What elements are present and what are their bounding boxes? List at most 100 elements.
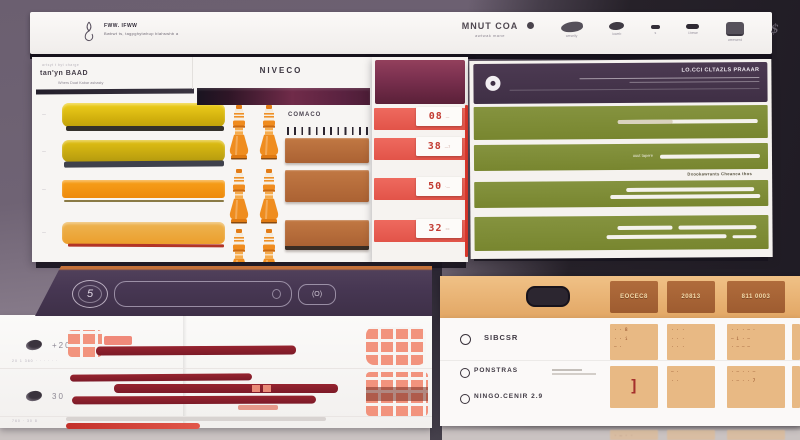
toolbar-pill-button[interactable]: (O) [298, 284, 336, 305]
product-card-title: NIVECO [259, 66, 303, 75]
bottom-right-table: SIBCSR PONSTRAS NINGO.CENIR 2.9 · · 8 · … [440, 318, 800, 426]
panel-note: Dxookawrants Cheanca thos [687, 171, 753, 177]
drag-handle[interactable] [526, 286, 570, 307]
card-pre-title: artsyt t byt charge [42, 63, 80, 67]
brown-bar [285, 170, 369, 202]
currency-icon: $ [770, 22, 779, 37]
chart-bar-amber [62, 222, 225, 244]
chart-bar-orange [62, 180, 225, 198]
header-cell-label: EOCEC8 [620, 294, 648, 300]
dot-icon [527, 22, 534, 29]
bottle-icon [226, 229, 252, 262]
value-badge: 32 == [416, 219, 462, 238]
bottle-icon [256, 229, 282, 262]
panel-step-shade [183, 315, 187, 428]
chart-bar-olive [62, 140, 225, 162]
header-cell[interactable]: 20813 [667, 281, 715, 313]
value-badge: 38 —7 [416, 137, 462, 156]
row-note: —7 [444, 144, 451, 149]
red-list-card: 08 — 38 —7 50 ·— 32 == [372, 57, 468, 262]
table-cell[interactable]: · · 8 · · i — · [610, 324, 658, 360]
header-cell[interactable]: 811 0003 [727, 281, 785, 313]
nav-item[interactable] [527, 18, 534, 31]
chart-bar-yellow [62, 103, 225, 127]
progress-bar-dark-red [95, 345, 297, 356]
table-row-label[interactable]: NINGO.CENIR 2.9 [474, 393, 544, 400]
salmon-tab [104, 336, 132, 345]
bar-shadow [63, 160, 225, 168]
red-list-row[interactable]: 50 ·— [374, 177, 466, 200]
table-cell[interactable]: ] [610, 366, 658, 408]
right-status-panel: LO.CCI CLTAZLS PRAAAR uuut tapere Dxooka… [469, 58, 773, 260]
panel-gap [430, 262, 442, 440]
card-split-line [192, 57, 193, 89]
table-row-label[interactable]: PONSTRAS [474, 367, 519, 374]
axis-tick: –– [42, 148, 46, 153]
row-divider [440, 360, 800, 361]
brand-name: FWW. IFWW [104, 23, 138, 29]
dash-icon [650, 25, 660, 29]
table-cell[interactable]: — · · · [667, 366, 715, 408]
nav-item[interactable]: i.bewe [686, 18, 700, 35]
nav-item[interactable]: weewerd [726, 18, 745, 42]
pill-icon [686, 24, 700, 29]
table-cell[interactable]: · · · · · · · · · [667, 324, 715, 360]
card-subtitle: Whers Duat Kabar ashasty [58, 81, 104, 85]
row-note: == [445, 226, 450, 231]
rail-subtext: 20 1 360 · · · · · · [12, 359, 59, 363]
row-radio-icon[interactable] [460, 368, 470, 378]
red-list-row[interactable]: 32 == [374, 219, 466, 242]
red-edge-line [465, 105, 468, 257]
nav-item[interactable]: iuweb [608, 18, 625, 36]
right-panel-title: LO.CCI CLTAZLS PRAAAR [681, 67, 760, 74]
row-caption: uuut tapere [632, 152, 653, 158]
row-divider [0, 416, 432, 417]
rail-value: +20 [52, 341, 72, 350]
row-radio-icon[interactable] [460, 394, 470, 404]
app-logo-badge: 5 [72, 280, 108, 308]
calendar-grid-block[interactable] [366, 372, 428, 416]
brown-bar [285, 220, 369, 250]
header-cell-label: 811 0003 [741, 294, 771, 300]
status-row[interactable] [473, 104, 768, 141]
bar-shadow [66, 126, 224, 131]
nav-label: i.bewe [687, 31, 698, 35]
header-cell-label: 20813 [681, 294, 701, 300]
bottom-left-toolbar: 5 (O) [35, 266, 432, 316]
red-list-row[interactable]: 08 — [374, 107, 466, 130]
product-section-label: COMACO [288, 112, 322, 118]
status-row[interactable] [474, 179, 769, 209]
row-meta-line [552, 369, 582, 371]
nav-item[interactable]: weselly [560, 18, 584, 38]
nav-label: weewerd [728, 38, 743, 42]
brown-bar [285, 138, 369, 163]
table-cell[interactable]: · · · — · — i · — · — — — [727, 324, 785, 360]
calendar-grid-block[interactable] [366, 327, 426, 365]
row-value: 08 [428, 111, 443, 122]
row-note: — [445, 114, 450, 119]
status-row[interactable]: uuut tapere [473, 142, 769, 172]
red-list-row[interactable]: 38 —7 [374, 137, 466, 160]
header-divider [35, 88, 195, 95]
status-row[interactable] [474, 214, 769, 252]
axis-tick: –– [42, 111, 46, 116]
reflection-cell [667, 430, 715, 440]
progress-bar-dark-red [69, 373, 253, 382]
red-list-header [375, 60, 465, 104]
cell-glyph: ] [629, 375, 639, 395]
bar-shadow [67, 243, 225, 247]
reflection-cell [727, 430, 785, 440]
nav-item[interactable]: s [650, 18, 660, 35]
search-input[interactable] [114, 281, 292, 307]
row-value: 32 [428, 223, 443, 234]
nav-menu: weselly iuweb s i.bewe weewerd $ [527, 18, 779, 48]
table-row-label[interactable]: SIBCSR [484, 333, 519, 342]
bar-segment [238, 405, 278, 410]
nav-item[interactable]: $ [771, 18, 779, 37]
row-radio-icon[interactable] [460, 334, 471, 345]
axis-tick: –– [42, 229, 46, 234]
table-cell[interactable]: · — · · — · — · · 7 [727, 366, 785, 408]
value-badge: 50 ·— [416, 177, 462, 196]
page-title: MNUT COA [461, 21, 519, 31]
header-cell[interactable]: EOCEC8 [610, 281, 658, 313]
